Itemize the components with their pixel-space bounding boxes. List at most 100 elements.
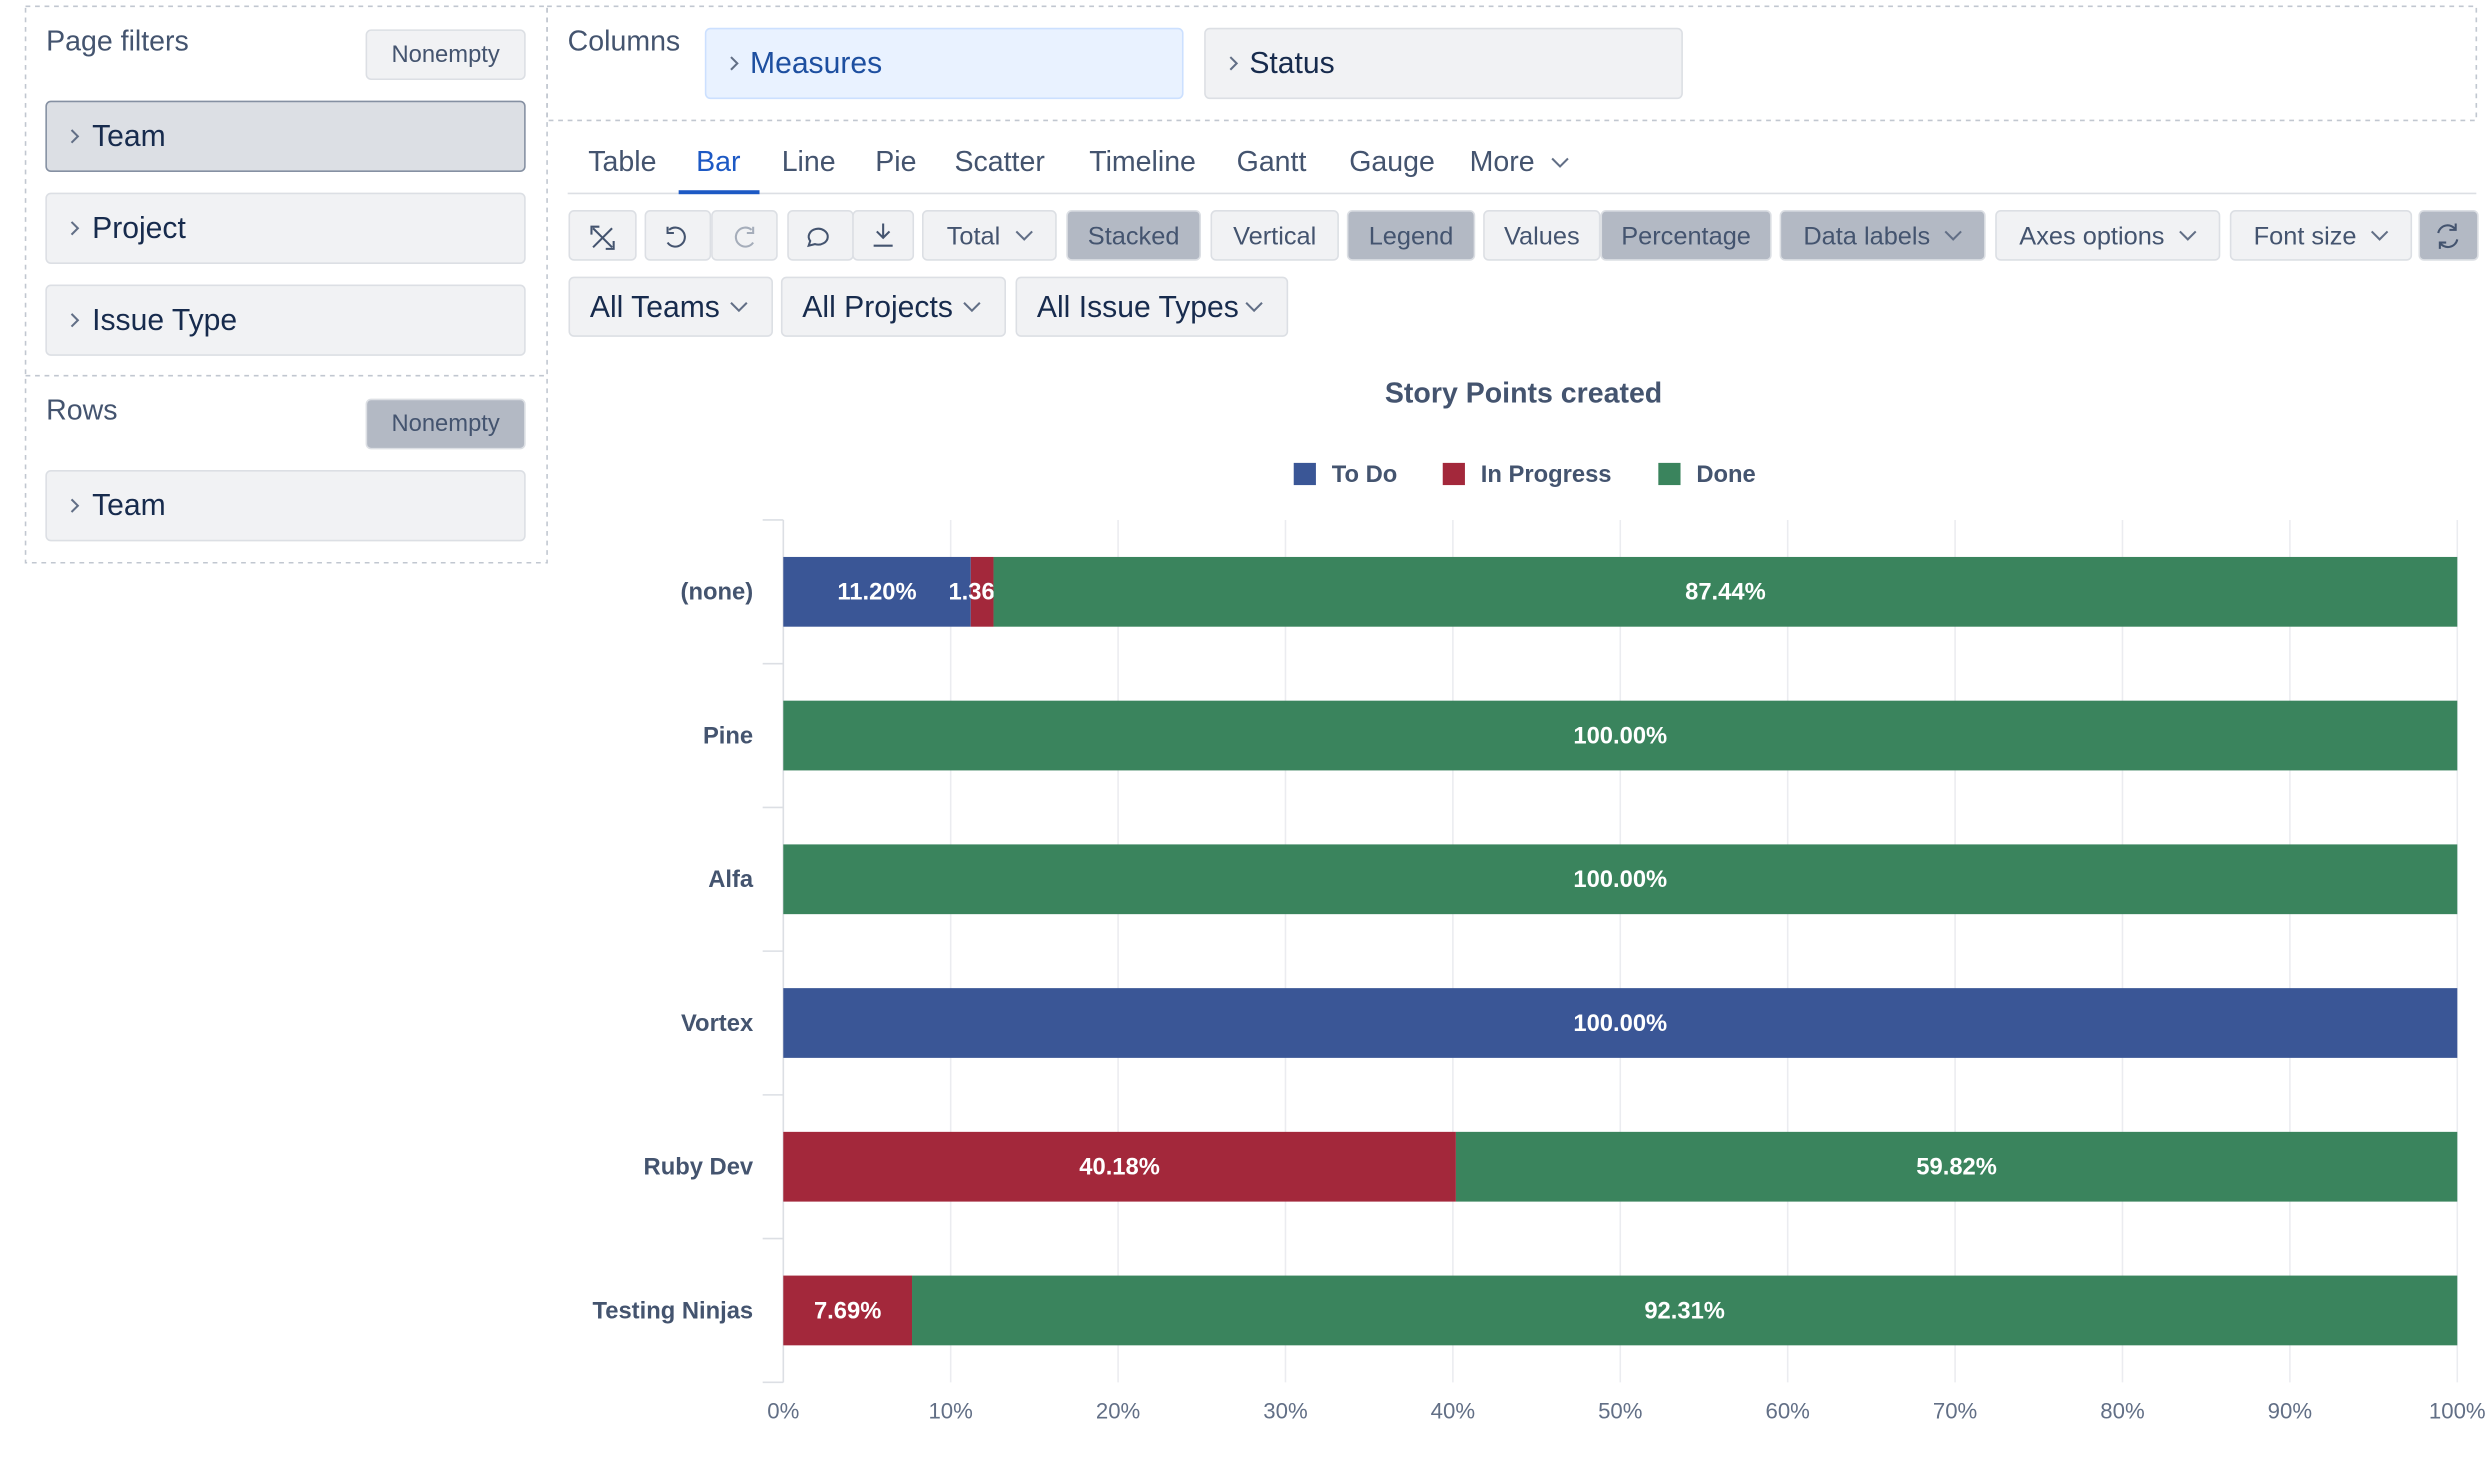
x-tick-label: 90% [2268,1398,2312,1423]
data-label: 100.00% [1573,1010,1667,1037]
toolbar-button[interactable] [2229,210,2413,261]
item-label: Project [92,212,186,245]
bar-segment[interactable] [1455,1131,2458,1202]
row-item[interactable] [45,470,526,542]
tab[interactable]: Bar [696,146,741,178]
chevron [2179,230,2197,241]
toolbar-button[interactable] [1483,210,1601,261]
toolbar-button[interactable] [1600,210,1772,261]
bar-segment[interactable] [783,1275,913,1346]
filter-label: All Projects [802,291,953,324]
chevron [2370,230,2389,241]
tab[interactable]: Timeline [1089,146,1196,178]
chevron [730,302,748,313]
bar-segment[interactable] [783,556,971,627]
bar-segment[interactable] [970,556,994,627]
data-label: 100.00% [1573,866,1667,893]
data-label: 11.20% [837,579,916,606]
legend-swatch [1442,462,1465,486]
icon-button[interactable] [644,210,712,261]
tab[interactable]: Table [588,146,656,178]
column-item[interactable] [704,27,1184,100]
button-label: Percentage [1621,222,1751,250]
bar-segment[interactable] [783,844,2458,915]
chevron [70,129,80,144]
icon-button[interactable] [787,210,854,261]
bar-segment[interactable] [993,556,2458,627]
filter-label: All Issue Types [1037,291,1239,324]
chart-title: Story Points created [1385,377,1662,409]
button-label: Legend [1369,222,1454,250]
toolbar-button[interactable] [921,210,1057,261]
legend-label[interactable]: To Do [1332,461,1398,488]
data-label: 40.18% [1079,1154,1160,1181]
toolbar-button[interactable] [1066,210,1201,261]
chevron [963,302,981,313]
filter-dropdown[interactable] [780,276,1007,337]
chevron [1229,56,1239,71]
x-tick-label: 50% [1598,1398,1642,1423]
tab[interactable]: Pie [875,146,916,178]
bar-segment[interactable] [783,1131,1456,1202]
legend-swatch [1293,462,1316,486]
left-panel [24,5,548,564]
x-tick-label: 40% [1431,1398,1475,1423]
y-tick-label: Alfa [708,866,754,893]
item-label: Team [92,489,166,522]
bar-segment[interactable] [783,988,2458,1058]
toolbar-button[interactable] [1210,210,1339,261]
icon [2437,223,2459,249]
x-tick-label: 30% [1263,1398,1307,1423]
legend-swatch [1658,462,1681,486]
filter-item[interactable] [45,284,526,356]
x-tick-label: 10% [928,1398,972,1423]
panel-title: Rows [46,395,117,427]
button-label: Data labels [1803,222,1930,250]
button-label: Nonempty [391,410,499,437]
icon-button[interactable] [568,210,637,261]
button-label: Stacked [1088,222,1180,250]
nonempty-button[interactable] [365,398,526,450]
y-tick-label: Vortex [681,1010,754,1037]
data-label: 100.00% [1573,722,1667,749]
legend-label[interactable]: Done [1696,461,1755,488]
icon [666,226,686,248]
columns-panel [546,5,2478,122]
column-item[interactable] [1204,27,1683,100]
toolbar-button[interactable] [1779,210,1986,261]
bar-segment[interactable] [912,1275,2458,1346]
filter-item[interactable] [45,100,526,172]
chevron [1551,157,1569,168]
button-label: Values [1504,222,1580,250]
tab[interactable]: Gantt [1237,146,1307,178]
chevron [70,221,80,236]
button-label: Font size [2254,222,2357,250]
chevron [1015,230,1033,241]
button-label: Nonempty [391,41,499,68]
toolbar-button[interactable] [1346,210,1476,261]
filter-dropdown[interactable] [568,276,773,337]
tab[interactable]: Gauge [1349,146,1435,178]
bar-segment[interactable] [783,700,2458,771]
filter-item[interactable] [45,192,526,264]
filter-dropdown[interactable] [1015,276,1289,337]
nonempty-button[interactable] [365,29,526,81]
x-tick-label: 100% [2429,1398,2486,1423]
tab[interactable]: Line [782,146,836,178]
chevron [730,56,739,71]
x-tick-label: 0% [767,1398,799,1423]
y-tick-label: Ruby Dev [644,1154,754,1181]
tab[interactable]: More [1470,146,1535,178]
refresh-button[interactable] [2418,210,2479,261]
icon [590,225,615,250]
tab[interactable]: Scatter [954,146,1045,178]
toolbar-button[interactable] [1995,210,2221,261]
panel-title: Page filters [46,25,189,57]
chevron [1944,230,1962,241]
filter-label: All Teams [590,291,720,324]
button-label: Axes options [2019,222,2164,250]
legend-label[interactable]: In Progress [1481,461,1612,488]
icon-button[interactable] [711,210,778,261]
